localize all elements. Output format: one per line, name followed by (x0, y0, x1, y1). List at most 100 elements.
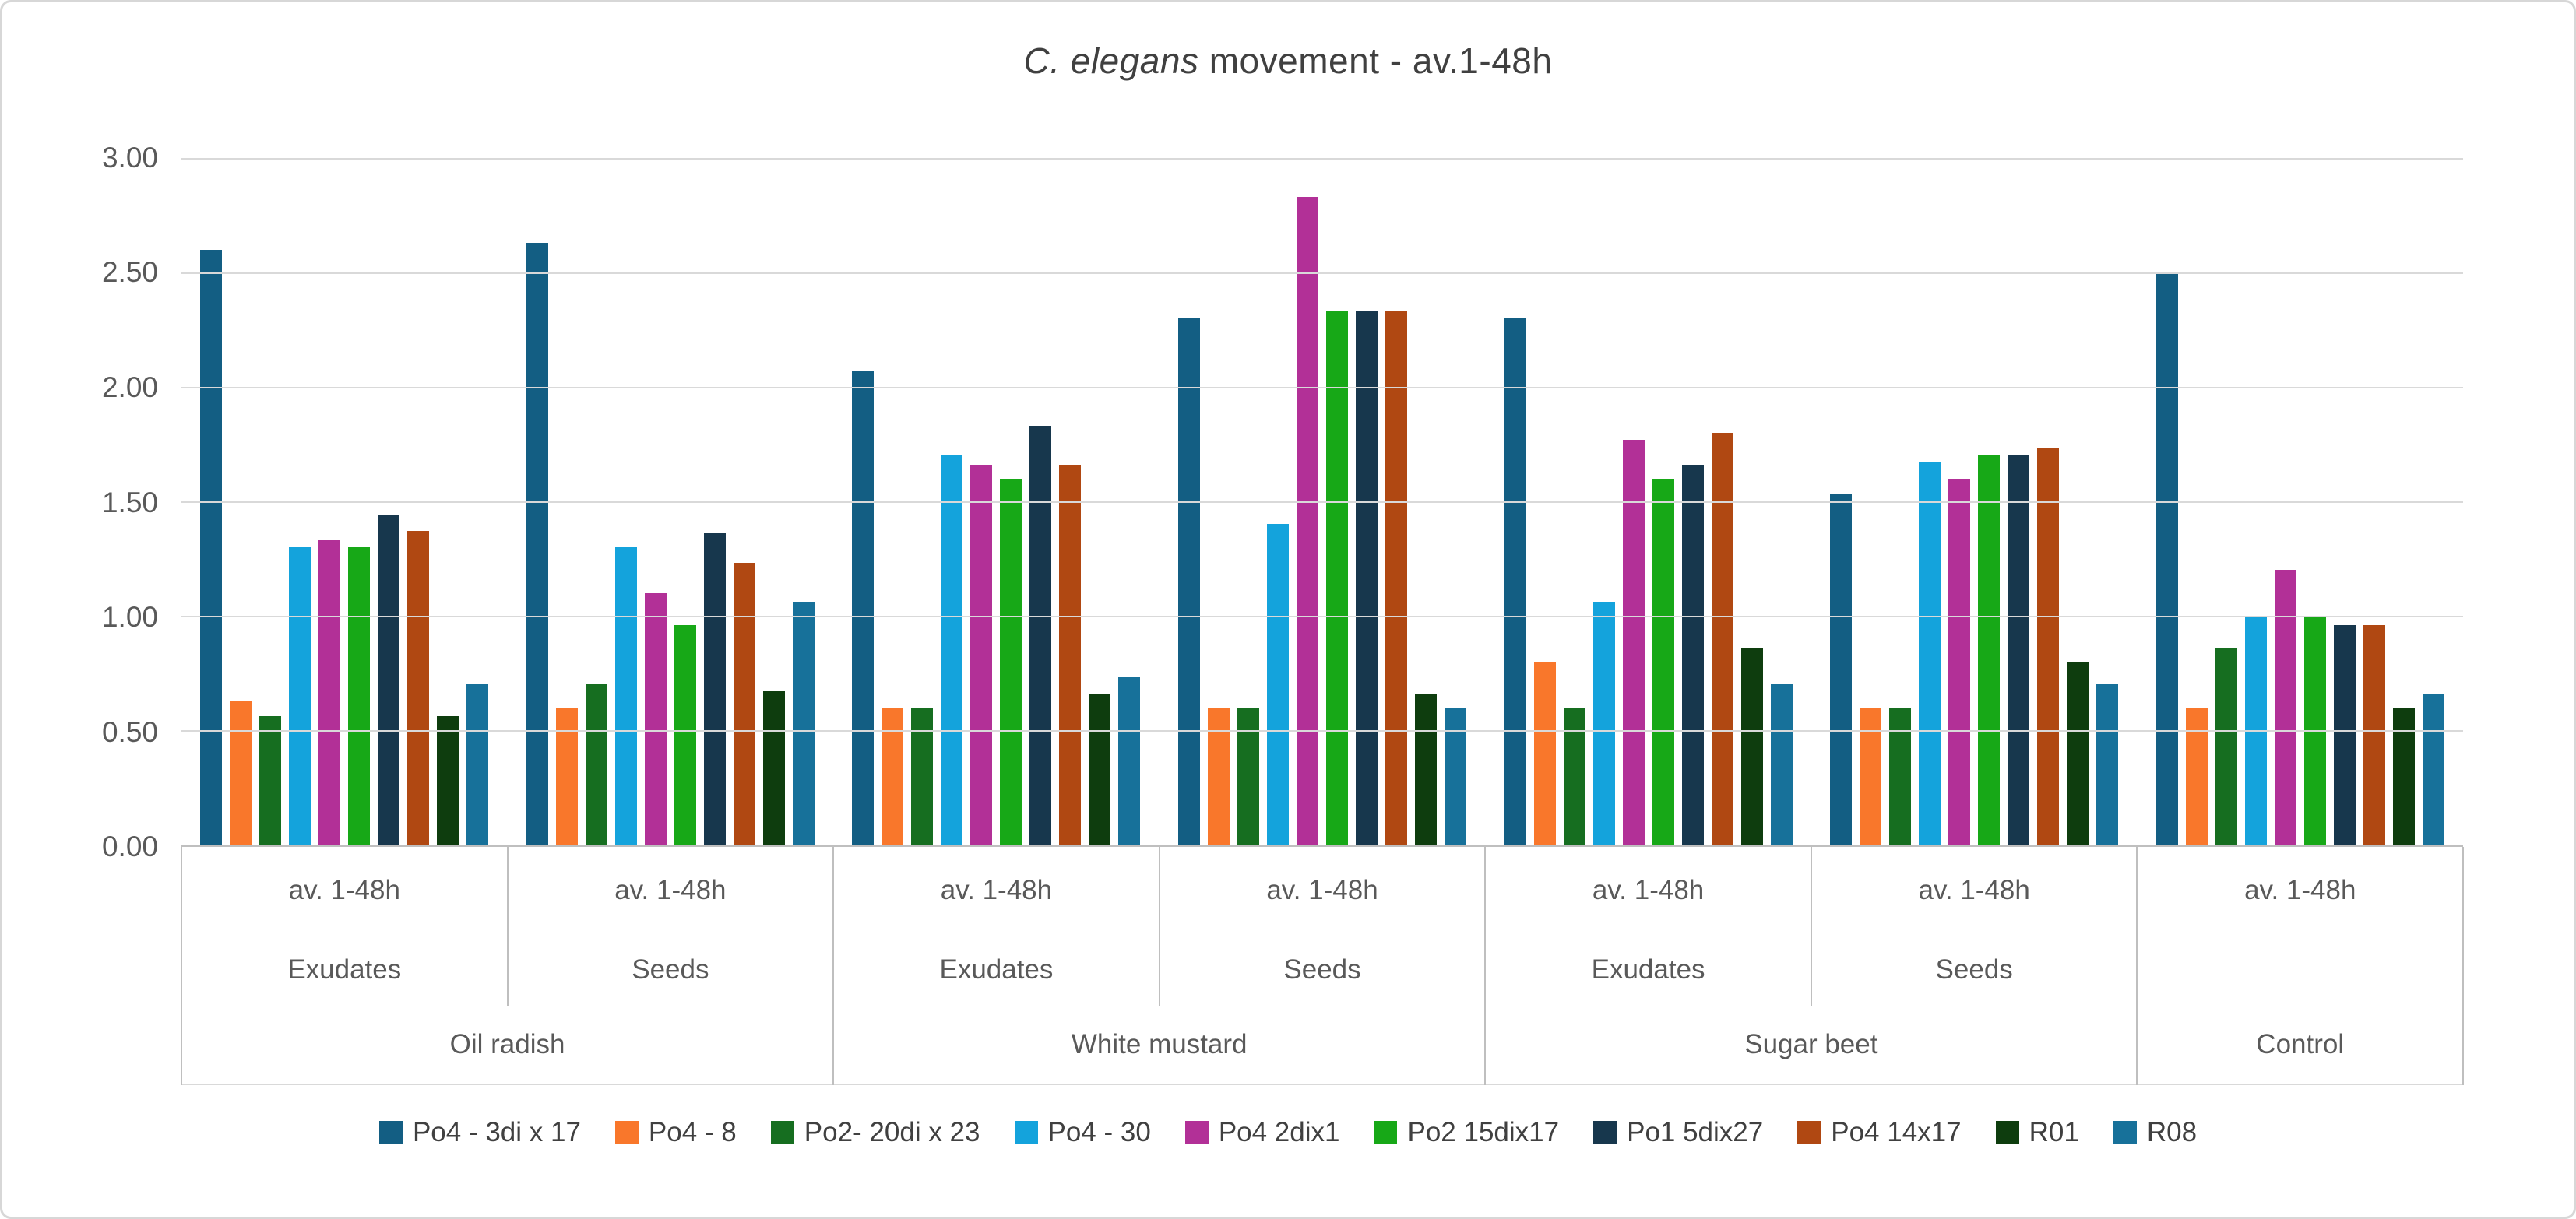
axis-label-material: Seeds (1935, 954, 2013, 985)
legend-label: R08 (2146, 1117, 2198, 1147)
axis-label-subcategory: av. 1-48h (1266, 875, 1378, 905)
y-tick-label: 0.00 (101, 831, 158, 862)
bar-po4---3di-x-17 (1178, 318, 1201, 845)
bar-po2-15dix17 (674, 624, 696, 845)
legend-item: Po1 5dix27 (1593, 1117, 1763, 1148)
axis-label-crop: Control (2256, 1029, 2345, 1059)
axis-separator (2462, 847, 2464, 1085)
bar-po1-5dix27 (703, 533, 726, 845)
chart-title-rest: movement - av.1-48h (1198, 40, 1553, 81)
bar-po4---8 (1533, 661, 1556, 845)
y-tick-label: 2.00 (101, 371, 158, 403)
bar-r08 (1445, 707, 1467, 845)
legend-swatch (1995, 1121, 2019, 1144)
legend-item: Po4 14x17 (1797, 1117, 1962, 1148)
bar-po2--20di-x-23 (2215, 648, 2237, 845)
legend-item: R08 (2113, 1117, 2197, 1148)
legend-label: Po4 14x17 (1831, 1117, 1962, 1147)
bar-po4-14x17 (1385, 311, 1408, 845)
axis-label-subcategory: av. 1-48h (288, 875, 400, 905)
bar-po4-14x17 (1059, 464, 1082, 845)
legend-swatch (1374, 1121, 1398, 1144)
legend-swatch (1593, 1121, 1617, 1144)
bar-po4---8 (1860, 707, 1882, 845)
bar-po2-15dix17 (1326, 311, 1349, 845)
bar-po4---8 (2185, 707, 2208, 845)
bar-po4-14x17 (1711, 432, 1733, 845)
bar-po4-2dix1 (644, 592, 667, 845)
bar-po4-14x17 (2363, 624, 2385, 845)
bar-r01 (2392, 707, 2415, 845)
bar-po4---3di-x-17 (1504, 318, 1526, 845)
bar-po2-15dix17 (1978, 455, 2001, 845)
bar-r01 (437, 716, 459, 845)
bar-po4-14x17 (2037, 448, 2060, 845)
bar-po4---8 (555, 707, 578, 845)
legend-swatch (1014, 1121, 1038, 1144)
bar-po2-15dix17 (1652, 478, 1674, 845)
bar-r08 (2096, 684, 2119, 845)
bar-po4-2dix1 (1297, 196, 1319, 845)
legend-label: Po4 2dix1 (1218, 1117, 1340, 1147)
axis-label-material: Exudates (939, 954, 1054, 985)
y-tick-label: 0.50 (101, 715, 158, 748)
axis-label-subcategory: av. 1-48h (2244, 875, 2356, 905)
bar-po4---30 (1267, 524, 1290, 845)
bar-r01 (2067, 661, 2089, 845)
axis-tier-material: Exudates Seeds Exudates Seeds Exudates Seeds (181, 934, 2463, 1006)
y-tick-label: 2.50 (101, 256, 158, 289)
gridline (181, 272, 2463, 274)
axis-tier-crop: Oil radish White mustard Sugar beet Control (181, 1006, 2463, 1084)
bar-r08 (1770, 684, 1793, 845)
bar-group (833, 158, 1160, 845)
legend-label: Po4 - 30 (1047, 1117, 1151, 1147)
axis-label-material: Exudates (287, 954, 402, 985)
legend-swatch (378, 1121, 403, 1144)
bar-r01 (1089, 693, 1111, 845)
bar-r01 (1415, 693, 1438, 845)
y-tick-label: 1.50 (101, 486, 158, 518)
gridline (181, 386, 2463, 388)
bar-po4---8 (882, 707, 904, 845)
bar-po2--20di-x-23 (911, 707, 934, 845)
legend-label: Po1 5dix27 (1627, 1117, 1764, 1147)
bar-r01 (762, 691, 785, 845)
bar-r08 (792, 602, 815, 845)
axis-label-crop: Oil radish (449, 1029, 565, 1059)
axis-label-material: Exudates (1591, 954, 1705, 985)
bar-po2--20di-x-23 (1563, 707, 1585, 845)
y-axis: 0.00 0.50 1.00 1.50 2.00 2.50 3.00 (33, 142, 158, 862)
legend: Po4 - 3di x 17 Po4 - 8 Po2- 20di x 23 Po4 -… (2, 1117, 2574, 1148)
legend-label: Po4 - 8 (648, 1117, 737, 1147)
axis-label-material: Seeds (1283, 954, 1361, 985)
axis-label-subcategory: av. 1-48h (1592, 875, 1705, 905)
bar-po4---8 (1208, 707, 1230, 845)
bar-po1-5dix27 (1681, 464, 1704, 845)
bar-po2--20di-x-23 (585, 684, 607, 845)
bar-po2--20di-x-23 (1237, 707, 1260, 845)
axis-separator (832, 847, 835, 1085)
axis-label-subcategory: av. 1-48h (1918, 875, 2030, 905)
bar-group (181, 158, 508, 845)
axis-separator (2136, 847, 2138, 1085)
bar-po4---3di-x-17 (1830, 494, 1853, 845)
legend-label: Po2- 20di x 23 (804, 1117, 980, 1147)
axis-label-material: Seeds (632, 954, 709, 985)
bar-po4---30 (289, 546, 311, 845)
bar-po1-5dix27 (2008, 455, 2030, 845)
axis-label-subcategory: av. 1-48h (614, 875, 727, 905)
bar-po1-5dix27 (2333, 624, 2356, 845)
chart-title-italic: C. elegans (1023, 40, 1199, 81)
axis-separator (1158, 847, 1160, 1006)
bar-group (508, 158, 834, 845)
bar-po4-2dix1 (318, 539, 341, 845)
bar-group (1811, 158, 2138, 845)
axis-tier-subcategory: av. 1-48h av. 1-48h av. 1-48h av. 1-48h av. … (181, 847, 2463, 934)
legend-label: Po2 15dix17 (1407, 1117, 1560, 1147)
bar-po1-5dix27 (378, 515, 400, 845)
legend-label: Po4 - 3di x 17 (412, 1117, 581, 1147)
bar-po4-2dix1 (1622, 439, 1645, 845)
bar-r08 (1118, 677, 1141, 845)
bar-po4---3di-x-17 (2155, 272, 2178, 845)
